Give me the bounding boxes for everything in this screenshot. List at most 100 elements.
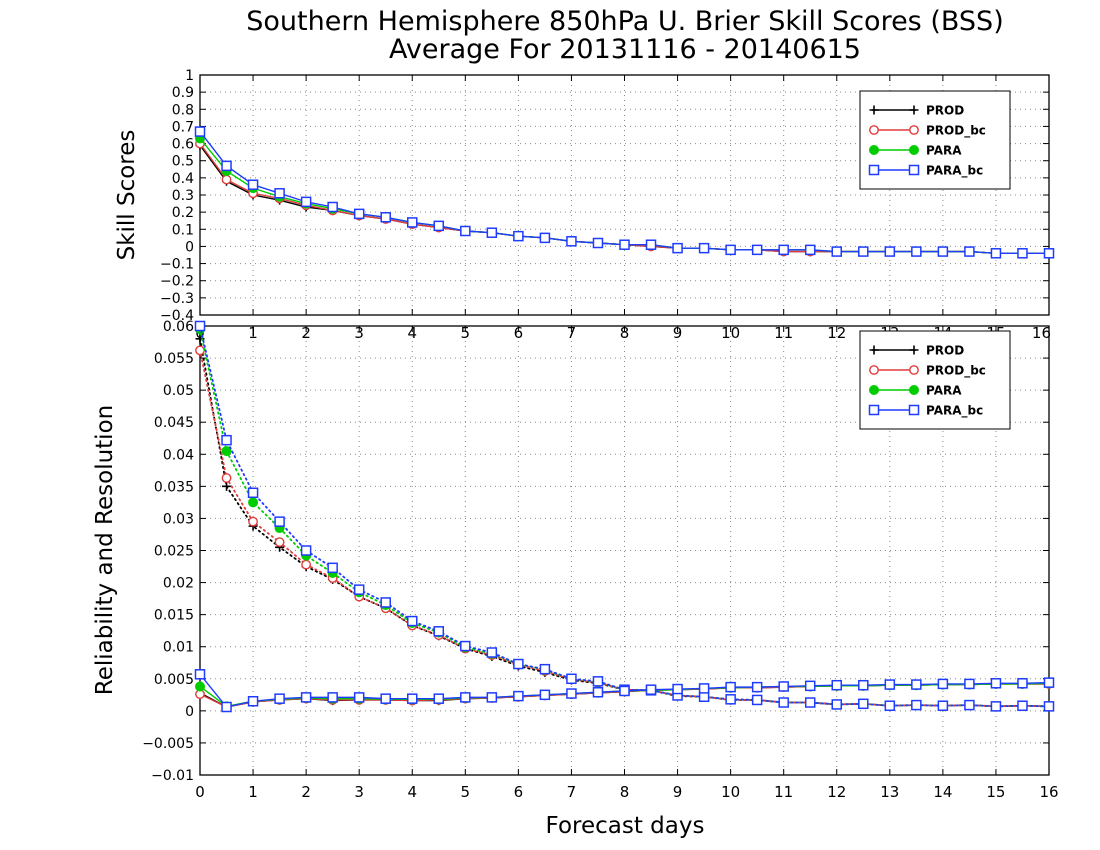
bottom-point-PARA_bc bbox=[513, 658, 524, 670]
bottom-legend-marker-left bbox=[868, 404, 880, 416]
top-legend-marker-left bbox=[868, 164, 880, 176]
bottom-point-PARA_bc bbox=[566, 688, 577, 699]
bottom-point-PARA_bc bbox=[460, 692, 471, 703]
bottom-point-PARA_bc bbox=[327, 692, 338, 703]
bottom-point-PARA_bc bbox=[645, 684, 657, 695]
top-legend-marker-right bbox=[909, 125, 919, 135]
top-legend-label: PARA bbox=[926, 144, 962, 158]
bottom-series bbox=[194, 320, 1055, 713]
bottom-point-PARA_bc bbox=[831, 679, 842, 691]
bottom-x-tick-label: 2 bbox=[301, 783, 311, 801]
top-point-PARA_bc bbox=[831, 246, 842, 257]
bottom-legend-label: PARA_bc bbox=[926, 404, 983, 419]
bottom-point-PARA_bc bbox=[990, 678, 1002, 689]
bottom-point-PARA_bc bbox=[592, 676, 604, 687]
bottom-point-PROD_bc bbox=[274, 537, 285, 548]
bottom-y-axis-label: Reliability and Resolution bbox=[92, 405, 118, 695]
top-y-tick-label: 0.4 bbox=[172, 171, 194, 187]
top-x-tick-label: 7 bbox=[567, 324, 577, 342]
bottom-point-PARA_bc bbox=[1017, 700, 1028, 711]
bottom-y-tick-label: 0.055 bbox=[154, 351, 194, 367]
bottom-point-PARA_bc bbox=[300, 545, 312, 556]
top-point-PARA_bc bbox=[539, 232, 551, 244]
bottom-legend-item-PROD_bc: PROD_bc bbox=[869, 364, 986, 379]
top-legend-item-PARA_bc: PARA_bc bbox=[868, 164, 983, 179]
bottom-point-PARA_bc bbox=[911, 679, 922, 690]
bottom-point-PARA_bc bbox=[698, 683, 710, 694]
top-y-tick-label: 1 bbox=[185, 68, 194, 84]
top-point-PARA_bc bbox=[566, 236, 577, 247]
top-point-PROD_bc bbox=[221, 174, 232, 185]
top-grid bbox=[200, 75, 1049, 315]
bottom-legend: PROD PROD_bc PARA PARA_bc bbox=[859, 330, 1011, 430]
bottom-point-PARA_bc bbox=[380, 693, 391, 704]
top-x-tick-label: 3 bbox=[354, 324, 364, 342]
top-x-tick-label: 9 bbox=[673, 324, 683, 342]
bottom-y-tick-label: 0.035 bbox=[154, 479, 194, 495]
top-legend-marker-right bbox=[909, 145, 919, 155]
bottom-y-tick-label: 0.05 bbox=[163, 383, 194, 399]
bottom-legend-item-PROD: PROD bbox=[869, 344, 964, 358]
top-legend-label: PARA_bc bbox=[926, 164, 983, 179]
top-x-tick-label: 1 bbox=[248, 324, 258, 342]
top-legend-marker-right bbox=[909, 105, 919, 115]
top-point-PARA_bc bbox=[619, 239, 630, 250]
bottom-point-PARA_bc bbox=[486, 647, 498, 658]
bottom-y-tick-label: 0.025 bbox=[154, 544, 194, 560]
bottom-y-tick-label: 0.015 bbox=[154, 608, 194, 624]
top-y-tick-label: −0.4 bbox=[160, 308, 194, 324]
bottom-legend-item-PARA: PARA bbox=[869, 384, 962, 398]
bottom-point-PARA_bc bbox=[539, 689, 551, 701]
bottom-point-PROD bbox=[222, 481, 232, 491]
bottom-point-PARA_bc bbox=[725, 681, 736, 693]
top-point-PARA_bc bbox=[380, 212, 391, 223]
top-point-PARA_bc bbox=[300, 196, 312, 208]
bottom-point-PARA bbox=[221, 446, 232, 457]
top-legend-item-PROD: PROD bbox=[869, 104, 964, 118]
bottom-point-PARA bbox=[195, 681, 205, 692]
bottom-point-PARA_bc bbox=[831, 699, 842, 710]
bottom-point-PARA_bc bbox=[407, 615, 418, 627]
bottom-y-tick-label: 0.04 bbox=[163, 447, 194, 463]
bottom-point-PARA_bc bbox=[380, 597, 391, 608]
bottom-legend-label: PARA bbox=[926, 384, 962, 398]
bottom-point-PARA_bc bbox=[460, 640, 471, 652]
bottom-point-PARA_bc bbox=[751, 694, 763, 706]
top-y-tick-label: 0.9 bbox=[172, 85, 194, 101]
top-y-tick-label: 0.5 bbox=[172, 154, 194, 170]
x-axis-label: Forecast days bbox=[546, 813, 705, 839]
top-point-PARA_bc bbox=[804, 244, 816, 256]
bottom-x-tick-label: 5 bbox=[461, 783, 471, 801]
bottom-legend-label: PROD bbox=[926, 344, 964, 358]
top-legend-item-PARA: PARA bbox=[869, 144, 962, 158]
top-y-tick-label: 0 bbox=[185, 239, 194, 255]
top-point-PARA_bc bbox=[725, 244, 736, 256]
bottom-point-PROD_bc bbox=[195, 345, 205, 356]
bottom-point-PARA_bc bbox=[221, 701, 232, 713]
top-point-PARA_bc bbox=[460, 225, 471, 237]
bottom-point-PARA_bc bbox=[804, 680, 816, 692]
bottom-legend-marker-right bbox=[908, 404, 920, 416]
bottom-legend-marker-right bbox=[909, 345, 919, 355]
top-legend: PROD PROD_bc PARA PARA_bc bbox=[859, 90, 1011, 190]
chart-title-line-1: Southern Hemisphere 850hPa U. Brier Skil… bbox=[246, 6, 1003, 37]
bottom-point-PARA_bc bbox=[937, 700, 949, 711]
bottom-point-PARA_bc bbox=[937, 678, 949, 690]
bottom-point-PARA_bc bbox=[353, 584, 365, 595]
bottom-y-ticks: −0.01 −0.005 0 0.005 0.01 0.015 0.02 0.025 0.03 0… bbox=[142, 319, 1049, 784]
bottom-point-PARA_bc bbox=[433, 626, 445, 637]
bottom-x-tick-label: 7 bbox=[567, 783, 577, 801]
bottom-point-PARA_bc bbox=[964, 699, 975, 711]
bottom-point-PARA_bc bbox=[1043, 701, 1055, 712]
bottom-y-tick-label: 0.03 bbox=[163, 511, 194, 527]
top-point-PARA_bc bbox=[274, 188, 285, 199]
top-legend-box bbox=[859, 90, 1011, 190]
top-point-PARA_bc bbox=[513, 230, 524, 242]
top-point-PARA_bc bbox=[247, 179, 259, 190]
top-point-PARA_bc bbox=[884, 246, 896, 257]
top-x-tick-label: 4 bbox=[407, 324, 417, 342]
bottom-y-tick-label: 0 bbox=[185, 704, 194, 720]
bottom-point-PARA_bc bbox=[486, 692, 498, 703]
bottom-x-tick-label: 9 bbox=[673, 783, 683, 801]
